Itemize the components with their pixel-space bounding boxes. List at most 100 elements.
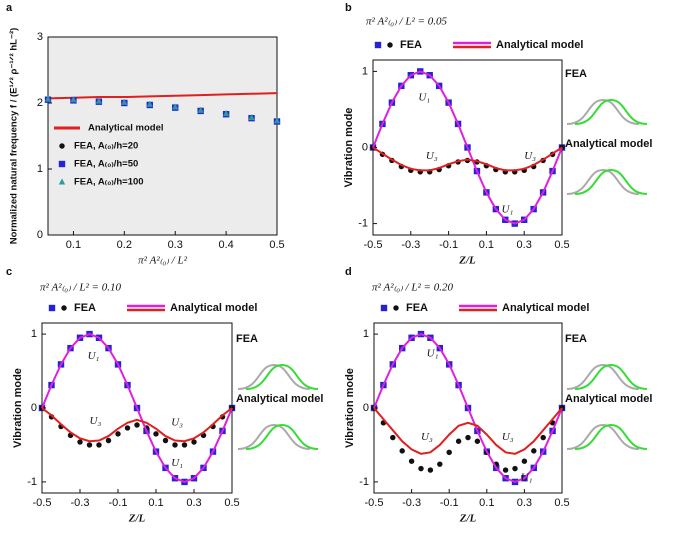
x-tick-label: 0.3: [517, 497, 532, 509]
marker: [474, 438, 481, 444]
y-tick-label: 3: [37, 31, 43, 43]
inset-label: Analytical model: [565, 393, 652, 405]
legend-label: Analytical model: [502, 302, 589, 314]
inset-icon: [574, 363, 648, 390]
legend-label: Analytical model: [88, 123, 164, 134]
marker: [61, 305, 67, 311]
legend-label: FEA: [406, 302, 428, 314]
marker: [58, 178, 66, 185]
panel-title: π² A²₍₀₎ / L² = 0.05: [366, 16, 447, 28]
legend-label: FEA, A₍₀₎/h=100: [74, 177, 144, 188]
x-tick-label: 0.5: [554, 239, 569, 251]
marker: [77, 439, 83, 445]
y-tick-label: 2: [37, 97, 43, 109]
y-tick-label: 0: [363, 402, 369, 414]
y-tick-label: 0: [37, 229, 43, 241]
marker: [418, 465, 424, 472]
curve-label: U₃: [524, 150, 536, 162]
y-tick-label: 1: [362, 65, 368, 77]
x-tick-label: -0.1: [439, 239, 458, 251]
y-tick-label: 0: [31, 402, 37, 414]
marker: [408, 458, 415, 464]
marker: [390, 434, 396, 441]
marker: [48, 304, 56, 312]
y-tick-label: 1: [37, 163, 43, 175]
series-line: [372, 70, 563, 225]
marker: [191, 439, 197, 445]
x-tick-label: 0.5: [269, 239, 284, 251]
curve-label: U₁: [171, 457, 183, 469]
x-tick-label: -0.1: [109, 497, 128, 509]
series-line: [47, 92, 278, 100]
inset-icon: [245, 423, 319, 450]
marker: [86, 442, 93, 448]
marker: [540, 434, 546, 441]
x-tick-label: 0.1: [479, 497, 494, 509]
marker: [172, 442, 178, 448]
x-tick-label: -0.3: [71, 497, 90, 509]
curve-label: U₃: [90, 415, 102, 427]
curve-label: U₃: [426, 150, 438, 162]
marker: [399, 448, 405, 454]
marker: [455, 438, 462, 444]
inset-icon: [574, 168, 648, 195]
x-axis-label: Z/L: [459, 513, 477, 525]
inset-icon: [566, 363, 640, 390]
y-axis-label: Normalized natural frequency f / (E¹ᐟ² ρ…: [9, 28, 20, 245]
curve-label: U₁: [88, 350, 100, 362]
x-tick-label: 0.5: [224, 497, 239, 509]
marker: [393, 305, 399, 311]
x-tick-label: 0.3: [168, 239, 183, 251]
series-line: [373, 407, 563, 455]
x-tick-label: -0.5: [33, 497, 52, 509]
legend-label: FEA, A₍₀₎/h=50: [74, 159, 138, 170]
marker: [115, 431, 121, 437]
panel-letter: a: [6, 2, 13, 14]
marker: [273, 117, 281, 124]
marker: [502, 467, 509, 473]
marker: [197, 106, 204, 113]
marker: [95, 97, 103, 104]
y-tick-label: 1: [363, 328, 369, 340]
marker: [70, 96, 77, 103]
inset-icon: [566, 168, 640, 195]
marker: [172, 103, 179, 110]
curve-label: U₃: [421, 431, 433, 443]
panel-title: π² A²₍₀₎ / L² = 0.10: [40, 282, 121, 294]
x-tick-label: -0.1: [440, 497, 459, 509]
legend-label: FEA, A₍₀₎/h=20: [74, 141, 138, 152]
x-tick-label: 0.1: [66, 239, 81, 251]
panel-letter: d: [345, 266, 352, 278]
y-axis-label: Vibration mode: [12, 368, 24, 448]
inset-icon: [574, 98, 648, 125]
y-axis-label: Vibration mode: [343, 108, 355, 188]
x-tick-label: -0.3: [402, 497, 421, 509]
x-tick-label: 0.1: [479, 239, 494, 251]
marker: [146, 100, 153, 107]
inset-icon: [566, 423, 640, 450]
inset-icon: [566, 98, 640, 125]
x-axis-label: π² A²₍₀₎ / L²: [138, 255, 187, 267]
curve-label: U₁: [418, 92, 430, 104]
x-tick-label: 0.5: [554, 497, 569, 509]
legend-label: Analytical model: [170, 302, 257, 314]
y-tick-label: -1: [358, 217, 368, 229]
marker: [162, 437, 169, 444]
marker: [512, 465, 518, 472]
series-line: [373, 333, 563, 483]
x-tick-label: 0.4: [218, 239, 233, 251]
inset-label: Analytical model: [236, 393, 323, 405]
curve-label: U₃: [171, 416, 183, 428]
legend-label: FEA: [74, 302, 96, 314]
x-axis-label: Z/L: [128, 513, 146, 525]
x-tick-label: 0.2: [117, 239, 132, 251]
marker: [222, 110, 230, 117]
y-tick-label: 0: [362, 141, 368, 153]
inset-label: Analytical model: [565, 138, 652, 150]
inset-icon: [245, 363, 319, 390]
inset-icon: [237, 363, 311, 390]
series-line: [41, 407, 233, 443]
marker: [531, 448, 537, 454]
marker: [59, 143, 65, 149]
